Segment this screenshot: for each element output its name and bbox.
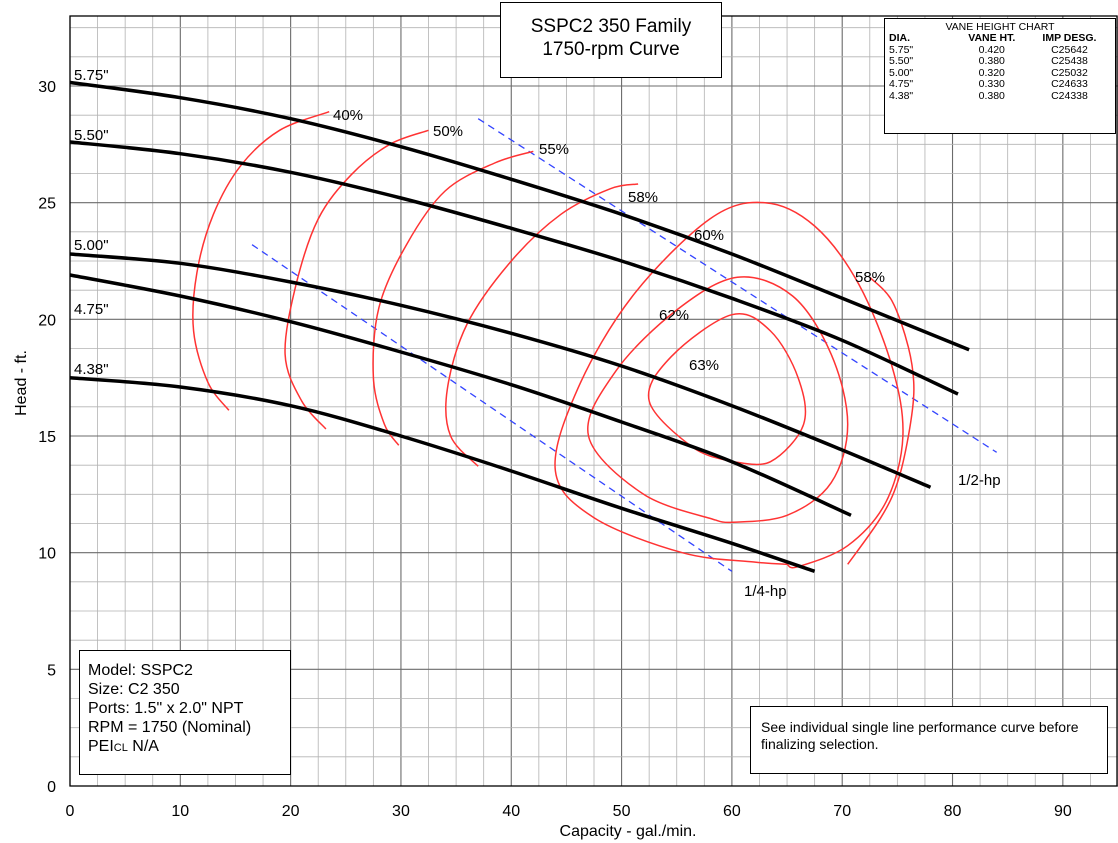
efficiency-curve — [847, 276, 915, 565]
chart-title-box: SSPC2 350 Family 1750-rpm Curve — [500, 2, 722, 78]
y-tick-label: 25 — [38, 196, 56, 213]
vane-cell: 5.75" — [889, 43, 914, 56]
y-tick-label: 30 — [38, 79, 56, 96]
selection-note-text: See individual single line performance c… — [761, 719, 1079, 752]
x-tick-label: 50 — [613, 803, 631, 820]
vane-cell: 0.320 — [978, 66, 1005, 79]
y-tick-label: 15 — [38, 429, 56, 446]
ports-text: Ports: 1.5" x 2.0" NPT — [88, 700, 244, 717]
diameter-label: 4.38" — [74, 361, 109, 378]
vane-header-vane-ht: VANE HT. — [968, 32, 1016, 44]
model-text: Model: SSPC2 — [88, 662, 193, 679]
vane-cell: 4.75" — [889, 78, 914, 90]
head-curve — [69, 80, 970, 352]
vane-cell: 4.38" — [889, 89, 914, 102]
table-row: 5.00" 0.320 C25032 — [889, 66, 1111, 80]
diameter-label: 5.00" — [74, 237, 109, 254]
vane-cell: 0.380 — [978, 55, 1005, 67]
x-tick-label: 80 — [944, 803, 962, 820]
diameter-label: 4.75" — [74, 301, 109, 318]
pei-value: N/A — [127, 738, 159, 755]
efficiency-curve — [372, 150, 534, 446]
model-info-box: Model: SSPC2 Size: C2 350 Ports: 1.5" x … — [79, 650, 291, 775]
y-tick-label: 0 — [47, 779, 56, 796]
x-tick-label: 40 — [502, 803, 520, 820]
hp-line-label: 1/2-hp — [958, 472, 1001, 489]
efficiency-curve — [587, 276, 849, 524]
pei-subscript: CL — [113, 742, 128, 754]
x-tick-label: 10 — [171, 803, 189, 820]
vane-cell: 0.330 — [978, 78, 1005, 90]
efficiency-label: 50% — [433, 123, 463, 140]
efficiency-label: 40% — [333, 107, 363, 124]
head-curve — [69, 375, 816, 573]
efficiency-label: 62% — [659, 307, 689, 324]
efficiency-curve — [554, 201, 904, 569]
efficiency-curve — [192, 110, 330, 411]
vane-cell: C25438 — [1051, 55, 1088, 67]
efficiency-label: 55% — [539, 141, 569, 158]
vane-header-dia: DIA. — [889, 32, 910, 44]
head-curve — [69, 140, 959, 396]
x-tick-label: 30 — [392, 803, 410, 820]
vane-cell: 5.00" — [889, 66, 914, 79]
chart-labels: 5.75" 5.50" 5.00" 4.75" 4.38" — [74, 67, 109, 378]
chart-title-line-1: SSPC2 350 Family — [530, 16, 692, 37]
table-row: 4.38" 0.380 C24338 — [889, 89, 1111, 103]
x-tick-label: 90 — [1054, 803, 1072, 820]
efficiency-curves: 40% 50% 55% 58% 60% 62% 63% 58% — [192, 107, 915, 569]
x-tick-label: 70 — [833, 803, 851, 820]
vane-cell: 5.50" — [889, 55, 914, 67]
diameter-label: 5.50" — [74, 127, 109, 144]
hp-line-label: 1/4-hp — [744, 583, 787, 600]
pei-text: PEICL N/A — [88, 737, 282, 758]
hp-line — [477, 118, 998, 453]
efficiency-curve — [284, 129, 429, 430]
vane-cell: C24633 — [1051, 78, 1088, 90]
axis-ticks: 0 10 20 30 40 50 60 70 80 90 0 5 10 15 20 25 30 — [38, 79, 1072, 820]
y-tick-label: 5 — [47, 662, 56, 679]
x-tick-label: 60 — [723, 803, 741, 820]
vane-header-imp-desg: IMP DESG. — [1042, 32, 1097, 44]
efficiency-label: 58% — [628, 189, 658, 206]
table-row: 5.75" 0.420 C25642 — [889, 43, 1111, 57]
vane-cell: C24338 — [1051, 89, 1088, 102]
head-curves — [69, 80, 970, 573]
efficiency-label: 63% — [689, 357, 719, 374]
x-tick-label: 20 — [282, 803, 300, 820]
vane-chart-table: DIA. VANE HT. IMP DESG. 5.75" 0.420 C256… — [889, 32, 1111, 103]
chart-title-line-2: 1750-rpm Curve — [542, 39, 680, 60]
efficiency-curve — [647, 312, 807, 466]
efficiency-label: 58% — [855, 269, 885, 286]
selection-note-box: See individual single line performance c… — [750, 706, 1108, 774]
grid — [69, 15, 1118, 787]
diameter-label: 5.75" — [74, 67, 109, 84]
x-tick-label: 0 — [66, 803, 75, 820]
table-row: 5.50" 0.380 C25438 — [889, 55, 1111, 68]
table-row: 4.75" 0.330 C24633 — [889, 78, 1111, 91]
head-curve — [69, 273, 852, 517]
efficiency-label: 60% — [694, 227, 724, 244]
y-tick-label: 10 — [38, 546, 56, 563]
head-curve — [69, 252, 932, 489]
efficiency-curve — [444, 183, 639, 467]
x-axis-title: Capacity - gal./min. — [560, 823, 697, 840]
vane-cell: 0.380 — [978, 89, 1005, 102]
y-axis-title: Head - ft. — [13, 350, 30, 416]
vane-height-chart: VANE HEIGHT CHART DIA. VANE HT. IMP DESG… — [884, 18, 1116, 134]
vane-chart-title: VANE HEIGHT CHART — [945, 21, 1055, 33]
pei-prefix: PEI — [88, 738, 114, 755]
rpm-text: RPM = 1750 (Nominal) — [88, 719, 252, 736]
vane-cell: C25032 — [1051, 66, 1088, 79]
size-text: Size: C2 350 — [88, 681, 180, 698]
vane-chart-header-row: DIA. VANE HT. IMP DESG. — [889, 32, 1111, 45]
vane-cell: 0.420 — [978, 43, 1005, 56]
vane-cell: C25642 — [1051, 43, 1088, 56]
y-tick-label: 20 — [38, 312, 56, 329]
